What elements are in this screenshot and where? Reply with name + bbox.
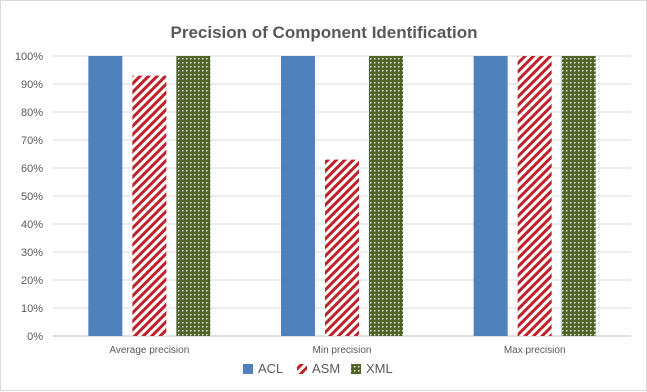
x-category-label: Average precision — [109, 345, 189, 356]
bar-acl-3 — [473, 56, 508, 336]
bar-acl-2 — [281, 56, 315, 336]
legend-label-asm: ASM — [312, 361, 340, 376]
y-tick-label: 100% — [15, 51, 43, 63]
bar-asm-3 — [517, 56, 552, 336]
y-tick-label: 20% — [21, 275, 43, 287]
legend-label-xml: XML — [366, 361, 393, 376]
y-tick-label: 10% — [21, 303, 43, 315]
y-tick-label: 40% — [21, 219, 43, 231]
y-tick-label: 50% — [21, 191, 43, 203]
y-tick-label: 70% — [21, 135, 43, 147]
y-tick-label: 60% — [21, 163, 43, 175]
chart-title: Precision of Component Identification — [171, 23, 478, 42]
bar-xml-1 — [176, 56, 211, 336]
x-axis: Average precision Min precision Max precis… — [109, 345, 565, 356]
legend-swatch-asm — [297, 364, 307, 374]
legend-label-acl: ACL — [258, 361, 283, 376]
y-tick-label: 90% — [21, 79, 43, 91]
bar-asm-2 — [325, 159, 359, 336]
bar-xml-2 — [369, 56, 403, 336]
x-category-label: Min precision — [313, 345, 372, 356]
y-tick-label: 30% — [21, 247, 43, 259]
x-category-label: Max precision — [504, 345, 566, 356]
bar-asm-1 — [132, 75, 167, 336]
bars — [88, 56, 596, 336]
y-tick-label: 80% — [21, 107, 43, 119]
y-tick-label: 0% — [27, 331, 43, 343]
bar-xml-3 — [561, 56, 596, 336]
bar-acl-1 — [88, 56, 123, 336]
legend-swatch-acl — [243, 364, 253, 374]
legend-swatch-xml — [351, 364, 361, 374]
legend: ACL ASM XML — [243, 361, 393, 376]
y-axis: 0% 10% 20% 30% 40% 50% 60% 70% 80% 90% 100% — [15, 51, 43, 343]
